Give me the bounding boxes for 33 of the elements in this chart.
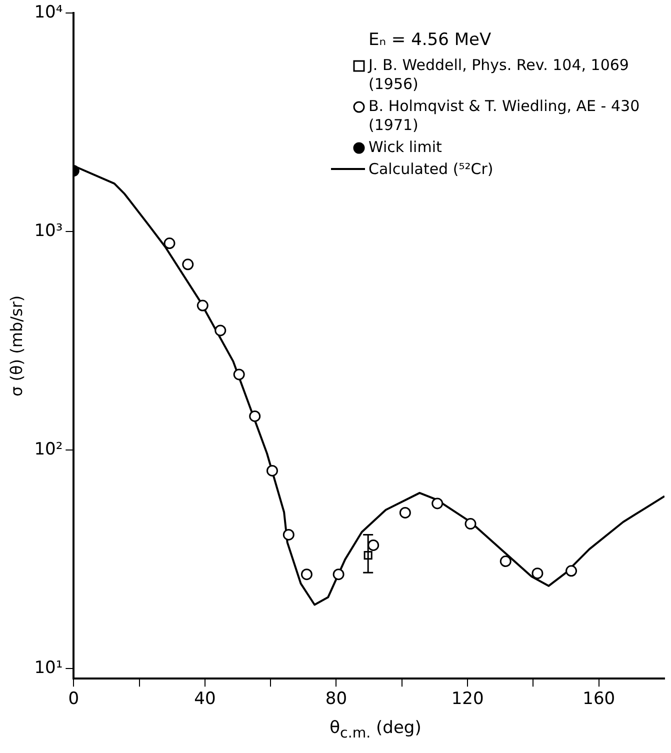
point: [282, 528, 294, 540]
point: [432, 498, 444, 510]
point: [266, 464, 278, 476]
x-tick-label: 80: [325, 689, 348, 710]
point: [182, 258, 194, 270]
point: [214, 324, 226, 336]
point: [532, 568, 544, 580]
point: [500, 556, 512, 568]
legend-label: Calculated (⁵²Cr): [368, 160, 494, 180]
legend-label: J. B. Weddell, Phys. Rev. 104, 1069 (1956): [368, 56, 630, 94]
legend-title: Eₙ = 4.56 MeV: [368, 30, 492, 50]
legend-label: Wick limit: [368, 138, 442, 158]
point: [566, 565, 578, 577]
point: [300, 568, 312, 580]
point: [399, 506, 411, 518]
x-tick-label: 120: [451, 689, 484, 710]
y-tick-label: 10³: [34, 221, 63, 242]
point: [332, 568, 344, 580]
point: [233, 368, 245, 380]
point: [196, 300, 208, 312]
point: [164, 238, 176, 250]
y-tick-label: 10²: [34, 440, 63, 460]
point: [249, 410, 261, 422]
point: [368, 539, 380, 551]
x-tick-label: 160: [582, 689, 616, 710]
y-tick-label: 10⁴: [34, 2, 63, 23]
x-tick-label: 0: [68, 689, 80, 710]
x-axis-title: θ$_{c.m.}$ (deg): [328, 718, 422, 742]
point: [464, 518, 476, 530]
y-tick-label: 10¹: [34, 658, 63, 678]
x-tick-label: 40: [194, 689, 216, 710]
legend-label: B. Holmqvist & T. Wiedling, AE - 430 (1971): [368, 97, 641, 136]
y-axis-title: σ (θ) (mb/sr): [6, 295, 26, 396]
